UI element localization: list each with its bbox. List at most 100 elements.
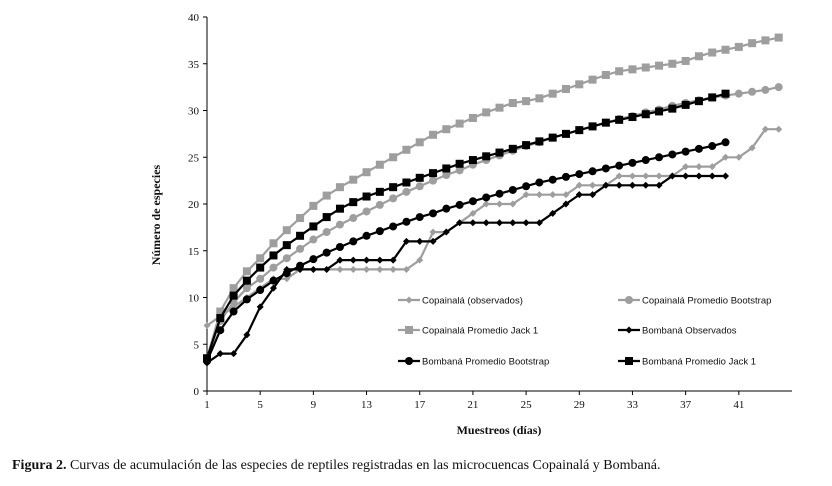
data-point <box>349 256 357 264</box>
data-point <box>602 181 610 189</box>
legend-swatch-marker <box>625 357 633 365</box>
data-point <box>641 110 650 119</box>
data-point <box>761 85 770 94</box>
data-point <box>442 228 450 236</box>
data-point <box>230 350 238 358</box>
data-point <box>282 226 291 235</box>
legend-swatch-marker <box>405 296 413 304</box>
data-point <box>389 256 397 264</box>
data-point <box>655 181 663 189</box>
data-point <box>349 265 357 273</box>
legend-item: Copainalá Promedio Jack 1 <box>398 326 538 337</box>
legend-label: Bombaná Observados <box>642 326 737 337</box>
data-point <box>375 187 384 196</box>
data-point <box>668 59 677 68</box>
data-point <box>242 295 251 304</box>
data-point <box>415 182 424 191</box>
data-point <box>256 254 265 263</box>
data-point <box>695 172 703 180</box>
x-tick-label: 41 <box>733 399 744 411</box>
data-point <box>482 219 490 227</box>
data-point <box>256 274 265 283</box>
data-point <box>336 265 344 273</box>
data-point <box>322 213 331 222</box>
data-point <box>722 172 730 180</box>
data-point <box>415 213 424 222</box>
data-point <box>774 33 783 42</box>
data-point <box>761 125 769 133</box>
x-tick-label: 13 <box>361 399 373 411</box>
data-point <box>335 243 344 252</box>
series-line <box>205 36 779 359</box>
data-point <box>748 39 757 48</box>
legend-label: Bombaná Promedio Bootstrap <box>422 357 549 368</box>
series-3 <box>203 33 783 363</box>
data-point <box>309 235 318 244</box>
legend-swatch-marker <box>625 326 633 334</box>
data-point <box>323 265 331 273</box>
data-point <box>282 254 291 263</box>
data-point <box>482 193 491 202</box>
data-point <box>588 122 597 131</box>
y-tick-label: 15 <box>188 246 200 258</box>
data-point <box>601 70 610 79</box>
data-point <box>496 219 503 227</box>
data-point <box>256 303 264 311</box>
data-point <box>615 67 624 76</box>
data-point <box>269 276 278 285</box>
data-point <box>628 181 636 189</box>
x-tick-label: 29 <box>574 399 586 411</box>
data-point <box>775 125 783 133</box>
data-point <box>575 181 583 189</box>
data-point <box>694 144 703 153</box>
data-point <box>203 322 211 330</box>
series-5 <box>203 138 730 366</box>
data-point <box>455 166 464 175</box>
data-point <box>429 169 438 178</box>
data-point <box>229 284 238 293</box>
data-point <box>561 172 570 181</box>
data-point <box>216 326 225 335</box>
data-point <box>203 354 211 363</box>
data-point <box>601 118 610 127</box>
figure-caption: Figura 2. Curvas de acumulación de las e… <box>12 458 824 474</box>
data-point <box>376 265 384 273</box>
data-point <box>641 156 650 165</box>
x-tick-label: 9 <box>311 399 317 411</box>
data-point <box>402 265 410 273</box>
data-point <box>468 156 477 165</box>
data-point <box>216 350 224 358</box>
data-point <box>561 129 570 138</box>
y-tick-label: 0 <box>194 386 200 398</box>
data-point <box>468 113 477 122</box>
data-point <box>615 172 623 180</box>
data-point <box>309 255 318 264</box>
data-point <box>429 237 437 245</box>
data-point <box>296 214 305 223</box>
data-point <box>548 133 557 142</box>
data-point <box>363 265 371 273</box>
data-point <box>682 163 690 171</box>
data-point <box>722 153 730 161</box>
y-tick-label: 10 <box>188 293 200 305</box>
data-point <box>455 200 464 209</box>
data-point <box>296 261 305 270</box>
data-point <box>548 175 557 184</box>
data-point <box>282 269 291 278</box>
data-point <box>708 93 717 102</box>
data-point <box>774 83 783 92</box>
y-tick-label: 20 <box>188 199 200 211</box>
legend-item: Bombaná Promedio Jack 1 <box>618 357 756 368</box>
data-point <box>415 173 424 182</box>
data-point <box>456 219 464 227</box>
data-point <box>535 137 544 146</box>
data-point <box>389 194 398 203</box>
data-point <box>469 209 477 217</box>
data-point <box>335 220 344 229</box>
legend-label: Copainalá (observados) <box>422 296 523 307</box>
data-point <box>362 207 371 216</box>
data-point <box>628 172 636 180</box>
data-point <box>682 172 690 180</box>
